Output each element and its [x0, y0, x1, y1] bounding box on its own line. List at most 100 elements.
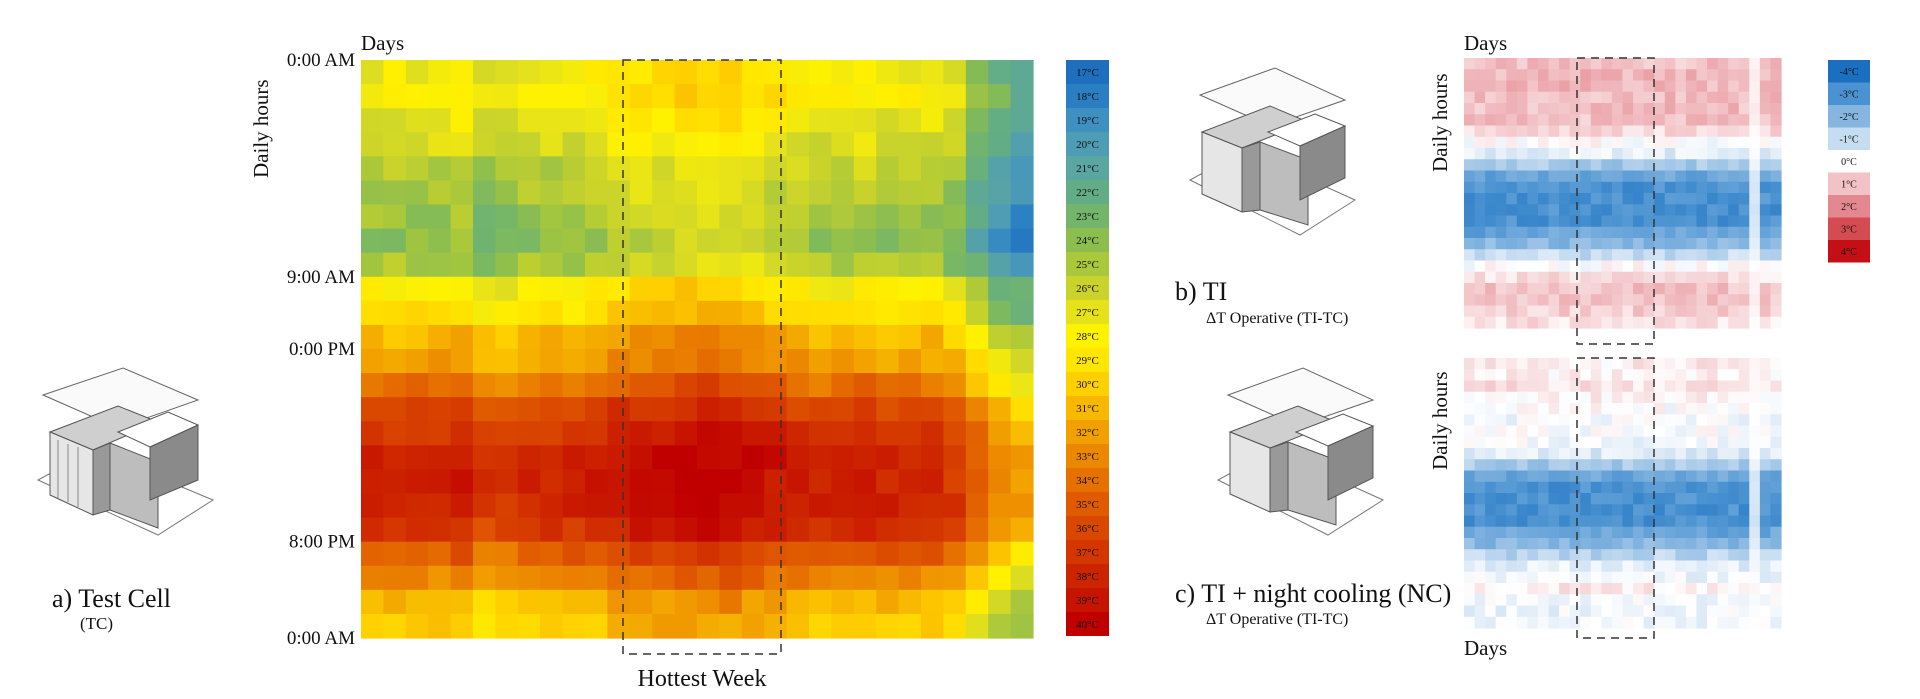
heatmap-cell: [1759, 193, 1772, 205]
heatmap-cell: [876, 589, 900, 615]
heatmap-cell: [1506, 448, 1518, 460]
heatmap-cell: [652, 60, 676, 85]
heatmap-cell: [1548, 294, 1560, 307]
heatmap-cell: [1010, 421, 1034, 446]
heatmap-cell: [921, 252, 944, 278]
heatmap-cell: [1474, 605, 1486, 618]
heatmap-cell: [1495, 91, 1507, 104]
heatmap-cell: [361, 204, 384, 230]
heatmap-cell: [764, 613, 788, 639]
heatmap-cell: [1601, 616, 1613, 629]
heatmap-cell: [1464, 560, 1476, 573]
heatmap-cell: [652, 324, 676, 350]
heatmap-cell: [1548, 459, 1560, 472]
heatmap-cell: [853, 276, 877, 302]
heatmap-cell: [1485, 470, 1497, 483]
heatmap-cell: [1010, 613, 1034, 639]
heatmap-cell: [1696, 414, 1708, 427]
legend-label: 27°C: [1076, 307, 1099, 319]
heatmap-cell: [1633, 594, 1645, 607]
heatmap-cell: [1474, 283, 1486, 295]
heatmap-cell: [517, 324, 541, 350]
legend-label: 32°C: [1076, 427, 1099, 439]
heatmap-cell: [1516, 571, 1528, 584]
heatmap-cell: [1707, 215, 1719, 228]
heatmap-cell: [1559, 504, 1571, 517]
heatmap-cell: [786, 60, 810, 85]
heatmap-cell: [809, 228, 832, 254]
heatmap-cell: [1580, 103, 1592, 115]
heatmap-cell: [1590, 380, 1602, 393]
heatmap-cell: [1506, 380, 1518, 393]
heatmap-cell: [1707, 571, 1719, 584]
heatmap-cell: [1685, 616, 1698, 629]
heatmap-cell: [1527, 526, 1539, 539]
heatmap-cell: [1474, 294, 1486, 307]
heatmap-cell: [1770, 215, 1782, 228]
legend-swatch: [1828, 217, 1870, 240]
heatmap-cell: [1495, 294, 1507, 307]
heatmap-cell: [1548, 560, 1560, 573]
heatmap-cell: [585, 132, 608, 157]
heatmap-cell: [1738, 316, 1750, 329]
heatmap-cell: [495, 445, 519, 471]
heatmap-cell: [1474, 136, 1486, 149]
heatmap-cell: [1759, 125, 1772, 138]
heatmap-cell: [1464, 358, 1476, 370]
heatmap-cell: [629, 84, 653, 109]
heatmap-cell: [1622, 616, 1634, 629]
heatmap-cell: [1516, 204, 1528, 217]
heatmap-cell: [1654, 294, 1666, 307]
heatmap-cell: [1707, 283, 1719, 295]
heatmap-cell: [1759, 369, 1772, 382]
heatmap-cell: [1685, 380, 1698, 393]
heatmap-cell: [1559, 358, 1571, 370]
heatmap-cell: [853, 517, 877, 543]
heatmap-cell: [517, 493, 541, 519]
heatmap-cell: [1717, 114, 1729, 127]
heatmap-cell: [428, 252, 452, 278]
heatmap-cell: [607, 565, 631, 591]
legend-swatch: [1066, 324, 1109, 348]
legend-swatch: [1066, 516, 1109, 540]
heatmap-cell: [1474, 316, 1486, 329]
heatmap-cell: [450, 517, 474, 543]
heatmap-cell: [517, 60, 541, 85]
heatmap-cell: [965, 204, 989, 230]
heatmap-cell: [1728, 159, 1740, 172]
heatmap-cell: [1633, 616, 1645, 629]
heatmap-cell: [898, 589, 922, 615]
heatmap-cell: [1759, 103, 1772, 115]
heatmap-cell: [674, 469, 698, 495]
heatmap-cell: [629, 132, 653, 157]
heatmap-cell: [1590, 159, 1602, 172]
heatmap-cell: [1601, 526, 1613, 539]
heatmap-cell: [741, 421, 765, 446]
heatmap-cell: [1495, 215, 1507, 228]
heatmap-cell: [719, 397, 743, 422]
heatmap-cell: [1569, 493, 1581, 505]
heatmap-cell: [697, 84, 720, 109]
heatmap-cell: [1516, 425, 1528, 438]
heatmap-cell: [383, 589, 407, 615]
heatmap-cell: [1590, 305, 1602, 318]
heatmap-cell: [921, 84, 944, 109]
heatmap-cell: [876, 324, 900, 350]
heatmap-cell: [1527, 583, 1539, 595]
heatmap-cell: [1590, 271, 1602, 284]
heatmap-cell: [1590, 103, 1602, 115]
heatmap-cell: [786, 300, 810, 326]
heatmap-cell: [428, 228, 452, 254]
heatmap-cell: [1548, 538, 1560, 550]
heatmap-cell: [1474, 181, 1486, 194]
heatmap-cell: [383, 300, 407, 326]
heatmap-cell: [361, 180, 384, 206]
heatmap-cell: [1759, 283, 1772, 295]
heatmap-cell: [1770, 125, 1782, 138]
heatmap-cell: [1611, 571, 1624, 584]
heatmap-cell: [1685, 159, 1698, 172]
heatmap-cell: [1664, 436, 1676, 449]
heatmap-cell: [1633, 414, 1645, 427]
heatmap-cell: [697, 541, 720, 567]
heatmap-cell: [1590, 436, 1602, 449]
